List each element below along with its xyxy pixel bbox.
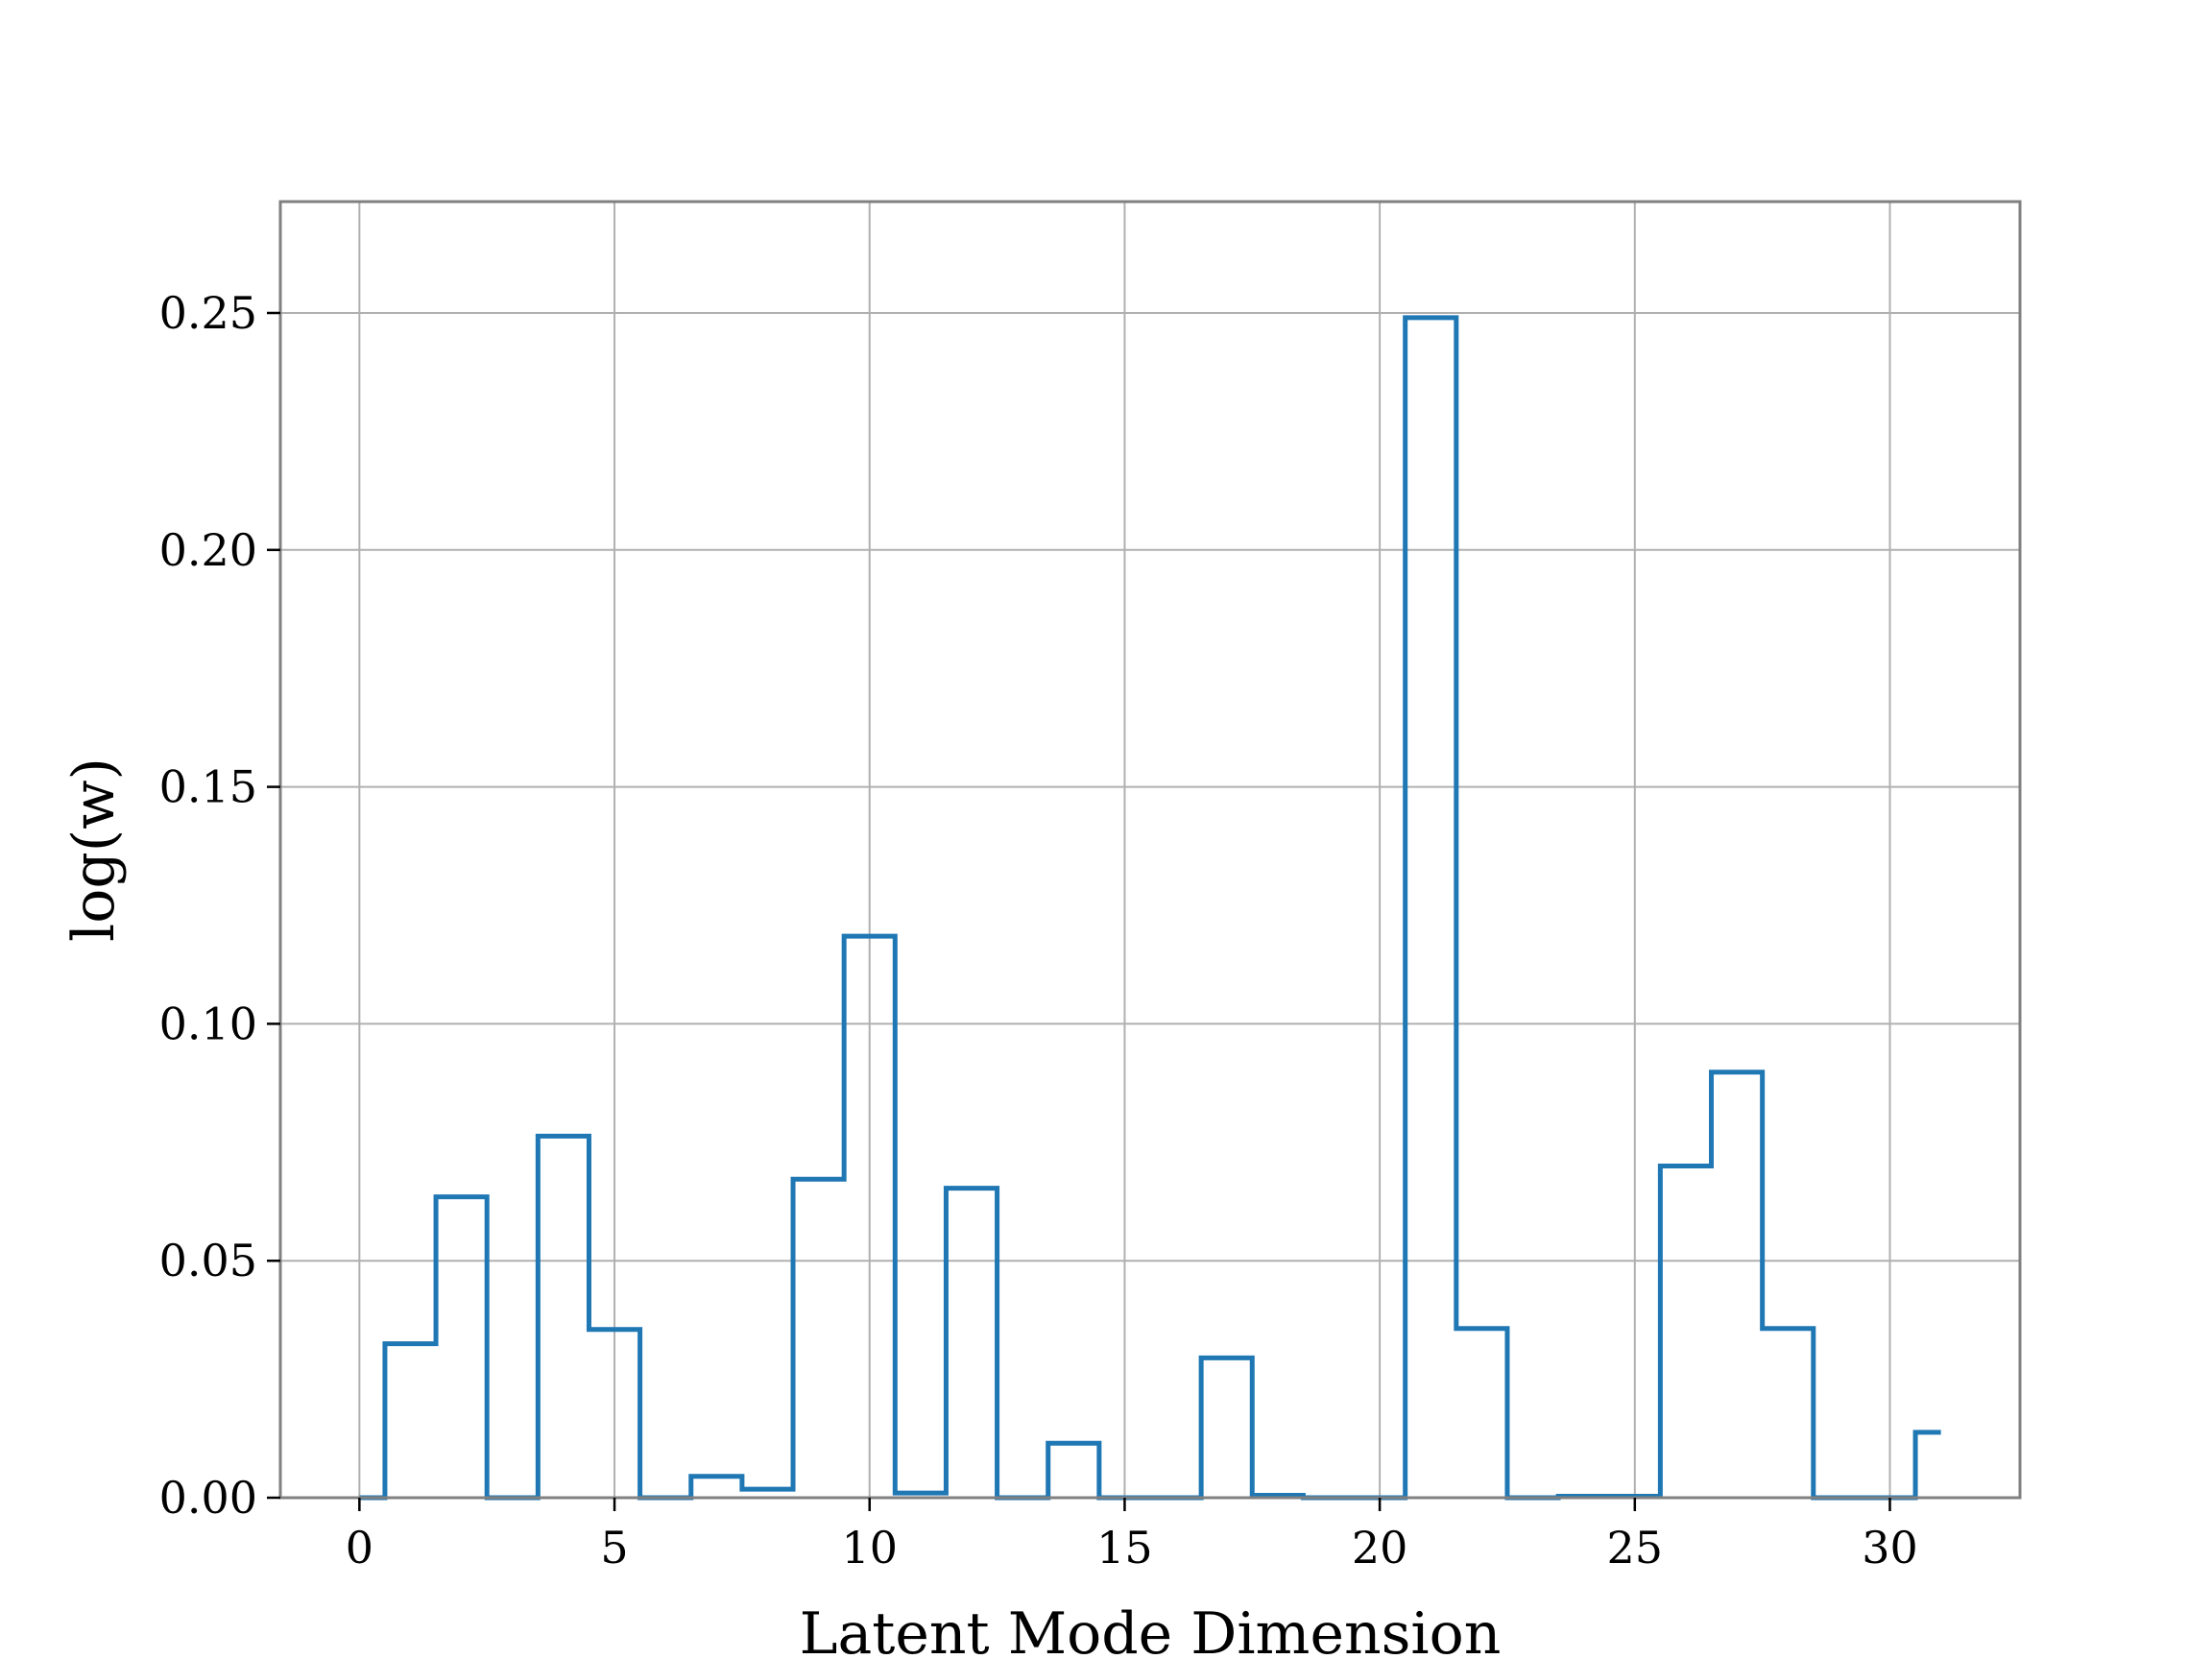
plot-frame [278, 200, 2022, 1500]
x-tick-label: 20 [1352, 1522, 1408, 1574]
series-layer [359, 315, 1941, 1501]
grid-lines [280, 202, 2020, 1499]
x-tick-label: 5 [600, 1522, 628, 1574]
y-tick-label: 0.15 [159, 761, 257, 813]
y-tick-label: 0.10 [159, 998, 257, 1049]
x-tick-label: 0 [346, 1522, 373, 1574]
y-tick-label: 0.05 [159, 1235, 257, 1286]
y-tick-label: 0.25 [159, 287, 257, 339]
x-tick-label: 30 [1862, 1522, 1918, 1574]
series-step-line [359, 315, 1941, 1501]
x-tick-labels: 0 5 10 15 20 25 30 [346, 1522, 1918, 1574]
tick-marks [267, 311, 1891, 1511]
y-axis-label: log(w) [60, 757, 128, 942]
y-tick-label: 0.00 [159, 1472, 257, 1524]
x-axis-label: Latent Mode Dimension [800, 1600, 1502, 1659]
x-tick-label: 10 [841, 1522, 898, 1574]
y-tick-label: 0.20 [159, 524, 257, 576]
x-tick-label: 15 [1096, 1522, 1153, 1574]
x-tick-label: 25 [1607, 1522, 1664, 1574]
y-tick-labels: 0.00 0.05 0.10 0.15 0.20 0.25 [159, 287, 257, 1524]
